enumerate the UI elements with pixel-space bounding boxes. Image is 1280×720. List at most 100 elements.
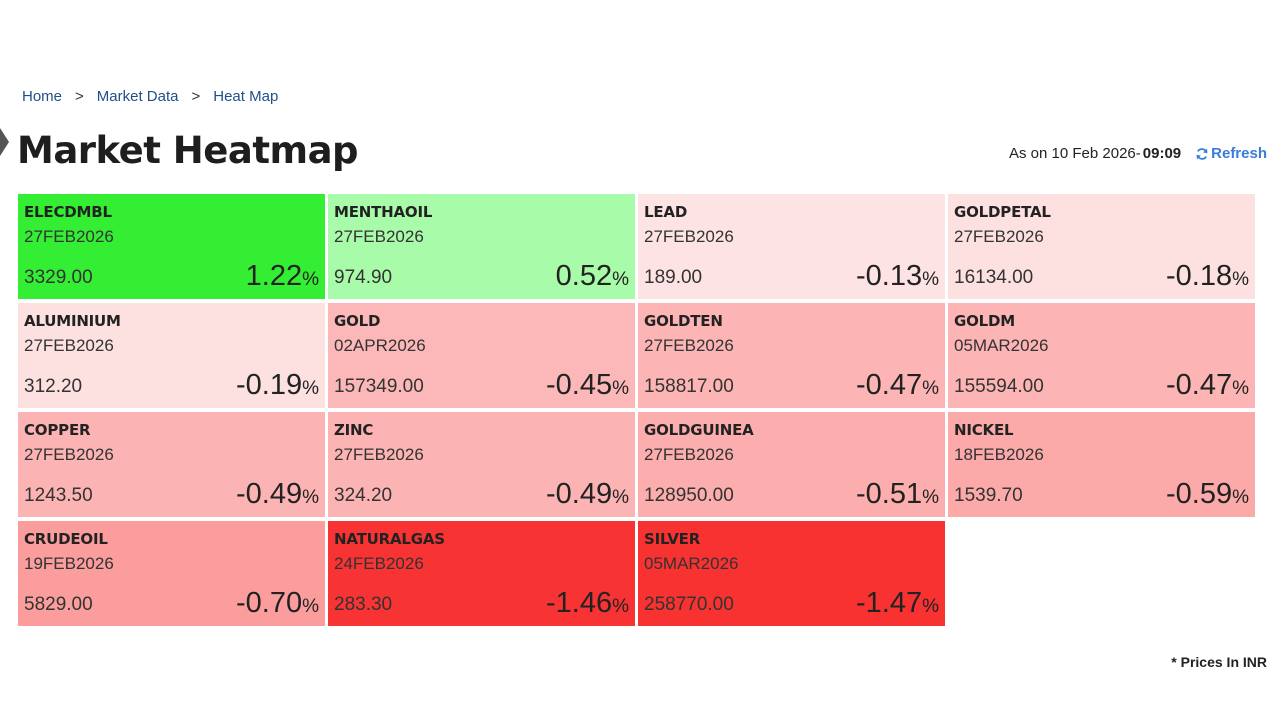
tile-expiry: 19FEB2026 — [24, 554, 114, 573]
breadcrumb-heat-map-link[interactable]: Heat Map — [213, 88, 279, 105]
tile-change: -0.49% — [546, 478, 629, 511]
tile-change: 1.22% — [246, 260, 319, 293]
heatmap-tile-elecdmbl[interactable]: ELECDMBL 27FEB2026 3329.00 1.22% — [18, 194, 325, 299]
heatmap-tile-nickel[interactable]: NICKEL 18FEB2026 1539.70 -0.59% — [948, 412, 1255, 517]
breadcrumb-separator: > — [75, 88, 84, 105]
tile-change-percent-sign: % — [302, 596, 319, 617]
tile-change: -0.19% — [236, 369, 319, 402]
heatmap-tile-copper[interactable]: COPPER 27FEB2026 1243.50 -0.49% — [18, 412, 325, 517]
breadcrumb-market-data-link[interactable]: Market Data — [96, 88, 179, 105]
tile-price: 1539.70 — [954, 485, 1023, 506]
tile-change-percent-sign: % — [612, 487, 629, 508]
tile-change-value: -1.46 — [545, 587, 613, 619]
tile-symbol: GOLDM — [954, 312, 1015, 330]
tile-change-percent-sign: % — [612, 378, 629, 399]
tile-change-percent-sign: % — [922, 487, 939, 508]
tile-change: -0.47% — [1166, 369, 1249, 402]
tile-symbol: GOLDTEN — [644, 312, 723, 330]
tile-change-percent-sign: % — [302, 487, 319, 508]
heatmap-tile-silver[interactable]: SILVER 05MAR2026 258770.00 -1.47% — [638, 521, 945, 626]
heatmap-tile-goldguinea[interactable]: GOLDGUINEA 27FEB2026 128950.00 -0.51% — [638, 412, 945, 517]
tile-change-value: -0.70 — [235, 587, 303, 619]
tile-change-percent-sign: % — [922, 596, 939, 617]
page-title: Market Heatmap — [17, 129, 359, 172]
tile-change: -0.51% — [856, 478, 939, 511]
tile-price: 283.30 — [334, 594, 393, 615]
heatmap-tile-menthaoil[interactable]: MENTHAOIL 27FEB2026 974.90 0.52% — [328, 194, 635, 299]
tile-price: 312.20 — [24, 376, 83, 397]
heatmap-tile-crudeoil[interactable]: CRUDEOIL 19FEB2026 5829.00 -0.70% — [18, 521, 325, 626]
tile-change: -0.70% — [236, 587, 319, 620]
heatmap-tile-zinc[interactable]: ZINC 27FEB2026 324.20 -0.49% — [328, 412, 635, 517]
tile-change: -1.47% — [856, 587, 939, 620]
tile-price: 189.00 — [644, 267, 703, 288]
heatmap-tile-lead[interactable]: LEAD 27FEB2026 189.00 -0.13% — [638, 194, 945, 299]
tile-symbol: LEAD — [644, 203, 688, 221]
tile-change-percent-sign: % — [612, 596, 629, 617]
breadcrumb-separator: > — [191, 88, 201, 105]
tile-price: 16134.00 — [954, 267, 1034, 288]
tile-symbol: GOLD — [334, 312, 381, 330]
heatmap-tile-aluminium[interactable]: ALUMINIUM 27FEB2026 312.20 -0.19% — [18, 303, 325, 408]
tile-expiry: 02APR2026 — [334, 336, 426, 355]
tile-change-value: -0.18 — [1165, 260, 1233, 292]
tile-change-value: 1.22 — [245, 260, 303, 292]
tile-expiry: 05MAR2026 — [954, 336, 1049, 355]
tile-expiry: 27FEB2026 — [954, 227, 1044, 246]
heatmap-tile-gold[interactable]: GOLD 02APR2026 157349.00 -0.45% — [328, 303, 635, 408]
tile-symbol: MENTHAOIL — [334, 203, 433, 221]
tile-change-value: -0.45 — [545, 369, 613, 401]
breadcrumb-home-link[interactable]: Home — [22, 88, 63, 105]
tile-change-percent-sign: % — [1232, 269, 1249, 290]
tile-symbol: ALUMINIUM — [24, 312, 121, 330]
tile-price: 158817.00 — [644, 376, 734, 397]
breadcrumb: Home > Market Data > Heat Map — [22, 88, 278, 105]
tile-symbol: GOLDPETAL — [954, 203, 1051, 221]
heatmap-tile-goldm[interactable]: GOLDM 05MAR2026 155594.00 -0.47% — [948, 303, 1255, 408]
tile-expiry: 05MAR2026 — [644, 554, 739, 573]
tile-expiry: 27FEB2026 — [644, 227, 734, 246]
heatmap-tile-naturalgas[interactable]: NATURALGAS 24FEB2026 283.30 -1.46% — [328, 521, 635, 626]
tile-change: -0.47% — [856, 369, 939, 402]
heatmap-tile-goldten[interactable]: GOLDTEN 27FEB2026 158817.00 -0.47% — [638, 303, 945, 408]
refresh-icon — [1196, 147, 1208, 160]
tile-change: -0.45% — [546, 369, 629, 402]
tile-change-value: -0.49 — [235, 478, 303, 510]
heatmap-tile-goldpetal[interactable]: GOLDPETAL 27FEB2026 16134.00 -0.18% — [948, 194, 1255, 299]
tile-change-percent-sign: % — [302, 269, 319, 290]
tile-change-percent-sign: % — [922, 269, 939, 290]
title-marker-icon — [0, 128, 9, 156]
tile-symbol: ZINC — [334, 421, 374, 439]
tile-expiry: 27FEB2026 — [644, 445, 734, 464]
tile-change: 0.52% — [556, 260, 629, 293]
tile-expiry: 18FEB2026 — [954, 445, 1044, 464]
tile-price: 974.90 — [334, 267, 393, 288]
tile-change-value: -0.51 — [855, 478, 923, 510]
tile-change-percent-sign: % — [922, 378, 939, 399]
tile-change-value: -0.19 — [235, 369, 303, 401]
tile-change-percent-sign: % — [1232, 378, 1249, 399]
refresh-button[interactable]: Refresh — [1195, 145, 1267, 162]
as-on-time: 09:09 — [1142, 145, 1182, 162]
prices-footnote: * Prices In INR — [1171, 654, 1267, 670]
as-on-timestamp: As on 10 Feb 2026- 09:09 Refresh — [1009, 145, 1267, 162]
tile-change-percent-sign: % — [1232, 487, 1249, 508]
tile-expiry: 27FEB2026 — [24, 336, 114, 355]
tile-change-value: -0.47 — [855, 369, 923, 401]
tile-change: -0.13% — [856, 260, 939, 293]
tile-price: 155594.00 — [954, 376, 1044, 397]
tile-change: -0.18% — [1166, 260, 1249, 293]
tile-price: 258770.00 — [644, 594, 734, 615]
tile-symbol: COPPER — [24, 421, 91, 439]
tile-price: 324.20 — [334, 485, 393, 506]
tile-change-value: -0.59 — [1165, 478, 1233, 510]
tile-expiry: 27FEB2026 — [24, 445, 114, 464]
tile-change-value: -1.47 — [855, 587, 923, 619]
tile-change-percent-sign: % — [302, 378, 319, 399]
tile-expiry: 27FEB2026 — [334, 445, 424, 464]
tile-expiry: 27FEB2026 — [334, 227, 424, 246]
tile-price: 5829.00 — [24, 594, 93, 615]
tile-price: 3329.00 — [24, 267, 93, 288]
refresh-label: Refresh — [1211, 145, 1267, 162]
